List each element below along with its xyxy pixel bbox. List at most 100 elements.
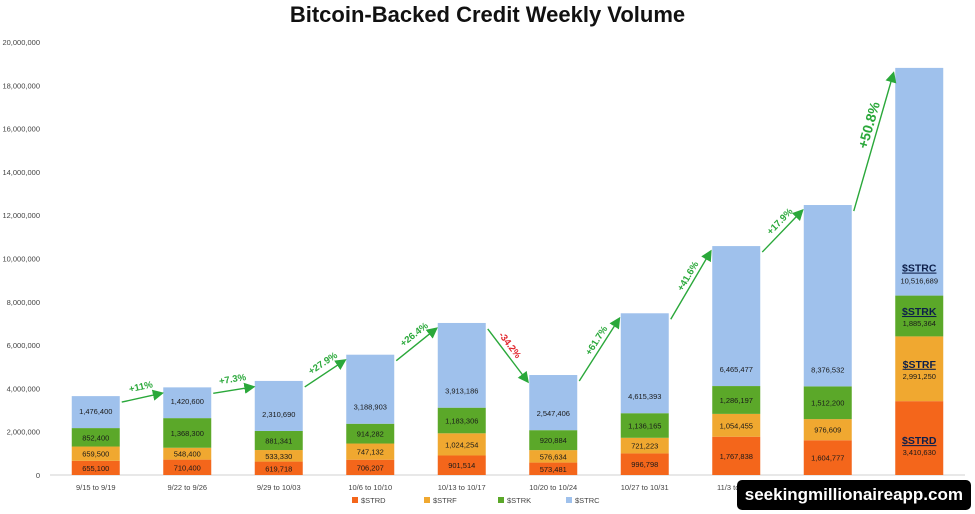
data-label-strk: 1,512,200	[811, 399, 844, 408]
bar-segment-strf	[163, 447, 212, 460]
bar-segment-strd	[71, 460, 120, 475]
change-arrow	[853, 71, 897, 212]
bar-segment-strf	[712, 413, 761, 437]
legend-label: $STRD	[361, 496, 386, 505]
change-arrow	[304, 359, 347, 388]
legend-swatch	[352, 497, 358, 503]
bar-segment-strd	[895, 401, 944, 475]
change-arrow	[670, 249, 712, 320]
y-tick-label: 20,000,000	[2, 38, 40, 47]
data-label-strc: 2,310,690	[262, 410, 295, 419]
data-label-strd: 655,100	[82, 464, 109, 473]
series-name-label: $STRK	[902, 306, 937, 318]
change-label: +7.3%	[218, 372, 247, 387]
data-label-strk: 920,884	[540, 436, 567, 445]
bar-segment-strk	[803, 386, 852, 420]
data-label-strd: 1,767,838	[720, 452, 753, 461]
data-label-strc: 3,913,186	[445, 387, 478, 396]
bar-segment-strc	[803, 205, 852, 387]
data-label-strf: 2,991,250	[903, 372, 936, 381]
data-label-strc: 1,420,600	[171, 397, 204, 406]
data-label-strk: 914,282	[357, 430, 384, 439]
bar-segment-strf	[803, 419, 852, 441]
legend-swatch	[566, 497, 572, 503]
legend-swatch	[498, 497, 504, 503]
bar-segment-strf	[529, 450, 578, 463]
y-tick-label: 18,000,000	[2, 81, 40, 90]
bar-segment-strc	[437, 322, 486, 408]
bar-segment-strd	[346, 459, 395, 475]
data-label-strf: 747,132	[357, 448, 384, 457]
data-label-strk: 1,183,306	[445, 416, 478, 425]
data-label-strf: 1,054,455	[720, 421, 753, 430]
y-tick-label: 14,000,000	[2, 168, 40, 177]
bar-segment-strc	[620, 313, 669, 414]
data-label-strc: 2,547,406	[537, 409, 570, 418]
bar-segment-strk	[254, 430, 303, 451]
data-label-strf: 533,330	[265, 452, 292, 461]
bar-segment-strc	[529, 375, 578, 431]
series-name-label: $STRF	[903, 359, 937, 371]
bar-segment-strf	[346, 443, 395, 460]
bar-segment-strc	[254, 380, 303, 431]
bar-segment-strc	[71, 396, 120, 429]
change-arrow	[121, 389, 164, 403]
bar-segment-strd	[163, 459, 212, 475]
data-label-strf: 721,223	[631, 442, 658, 451]
legend-label: $STRC	[575, 496, 600, 505]
data-label-strc: 8,376,532	[811, 365, 844, 374]
data-label-strf: 976,609	[814, 426, 841, 435]
data-label-strk: 1,368,300	[171, 429, 204, 438]
change-arrow	[761, 209, 804, 253]
bar-segment-strc	[163, 387, 212, 419]
bar-segment-strf	[254, 450, 303, 462]
data-label-strc: 6,465,477	[720, 365, 753, 374]
data-label-strc: 4,615,393	[628, 392, 661, 401]
bar-segment-strk	[529, 430, 578, 451]
bar-segment-strf	[895, 336, 944, 402]
y-tick-label: 10,000,000	[2, 255, 40, 264]
data-label-strd: 706,207	[357, 463, 384, 472]
change-label: +11%	[128, 379, 154, 395]
data-label-strk: 1,286,197	[720, 396, 753, 405]
change-arrow	[578, 316, 621, 382]
bar-segment-strd	[712, 436, 761, 475]
data-label-strk: 1,885,364	[903, 319, 936, 328]
bar-segment-strk	[346, 423, 395, 444]
data-label-strf: 576,634	[540, 452, 567, 461]
legend-label: $STRF	[433, 496, 457, 505]
x-tick-label: 9/22 to 9/26	[167, 483, 207, 492]
bar-segment-strf	[437, 433, 486, 456]
y-tick-label: 2,000,000	[7, 428, 40, 437]
series-name-label: $STRD	[902, 435, 937, 447]
y-tick-label: 8,000,000	[7, 298, 40, 307]
data-label-strk: 1,136,165	[628, 422, 661, 431]
data-label-strf: 548,400	[174, 450, 201, 459]
change-arrow	[213, 382, 256, 395]
data-label-strd: 619,718	[265, 464, 292, 473]
data-label-strc: 10,516,689	[900, 277, 938, 286]
y-tick-label: 12,000,000	[2, 211, 40, 220]
change-label: +27.9%	[307, 350, 341, 377]
data-label-strd: 710,400	[174, 463, 201, 472]
x-tick-label: 11/3 to 11/7	[717, 483, 756, 492]
watermark: seekingmillionaireapp.com	[736, 480, 971, 510]
x-tick-label: 9/15 to 9/19	[76, 483, 116, 492]
x-tick-label: 10/20 to 10/24	[529, 483, 577, 492]
bar-segment-strc	[346, 354, 395, 424]
x-tick-label: 10/13 to 10/17	[438, 483, 486, 492]
x-tick-label: 10/6 to 10/10	[348, 483, 392, 492]
data-label-strc: 1,476,400	[79, 407, 112, 416]
bar-segment-strd	[254, 461, 303, 475]
bar-segment-strd	[529, 462, 578, 475]
y-tick-label: 6,000,000	[7, 341, 40, 350]
data-label-strk: 881,341	[265, 436, 292, 445]
data-label-strf: 659,500	[82, 450, 109, 459]
bar-segment-strf	[71, 446, 120, 461]
bar-segment-strd	[620, 453, 669, 475]
data-label-strd: 3,410,630	[903, 448, 936, 457]
data-label-strd: 1,604,777	[811, 454, 844, 463]
change-arrow	[487, 328, 529, 384]
x-tick-label: 9/29 to 10/03	[257, 483, 301, 492]
